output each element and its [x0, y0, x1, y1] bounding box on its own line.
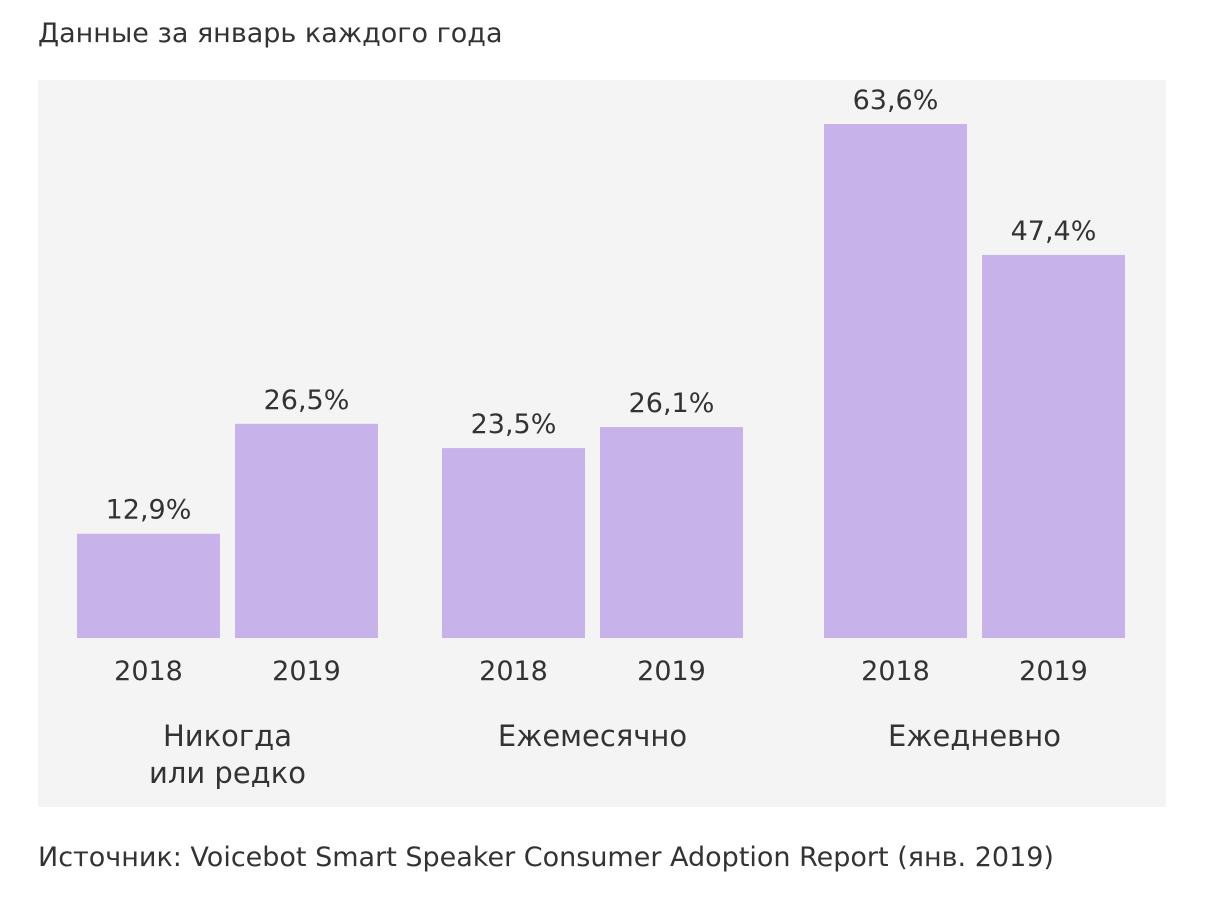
bar-value-label: 63,6% — [853, 85, 939, 116]
year-tick-label: 2019 — [1019, 656, 1088, 687]
year-tick-label: 2018 — [479, 656, 548, 687]
bar-1-2019 — [600, 427, 743, 638]
year-tick-label: 2018 — [114, 656, 183, 687]
bar-2-2018 — [824, 124, 967, 638]
bar-0-2018 — [77, 533, 220, 638]
category-label: или редко — [149, 756, 306, 790]
category-label: Ежедневно — [888, 719, 1061, 753]
category-label: Ежемесячно — [498, 719, 687, 753]
bar-2-2019 — [982, 254, 1125, 638]
category-label: Никогда — [163, 719, 292, 753]
bar-value-label: 26,5% — [264, 385, 350, 416]
source-note: Источник: Voicebot Smart Speaker Consume… — [38, 842, 1054, 873]
year-tick-label: 2018 — [861, 656, 930, 687]
bar-0-2019 — [235, 423, 378, 638]
year-tick-label: 2019 — [637, 656, 706, 687]
bar-1-2018 — [442, 448, 585, 638]
bar-value-label: 26,1% — [629, 388, 715, 419]
bar-value-label: 12,9% — [106, 495, 192, 526]
chart-subtitle: Данные за январь каждого года — [38, 18, 503, 49]
year-tick-label: 2019 — [272, 656, 341, 687]
bar-value-label: 47,4% — [1011, 216, 1097, 247]
bar-value-label: 23,5% — [471, 409, 557, 440]
